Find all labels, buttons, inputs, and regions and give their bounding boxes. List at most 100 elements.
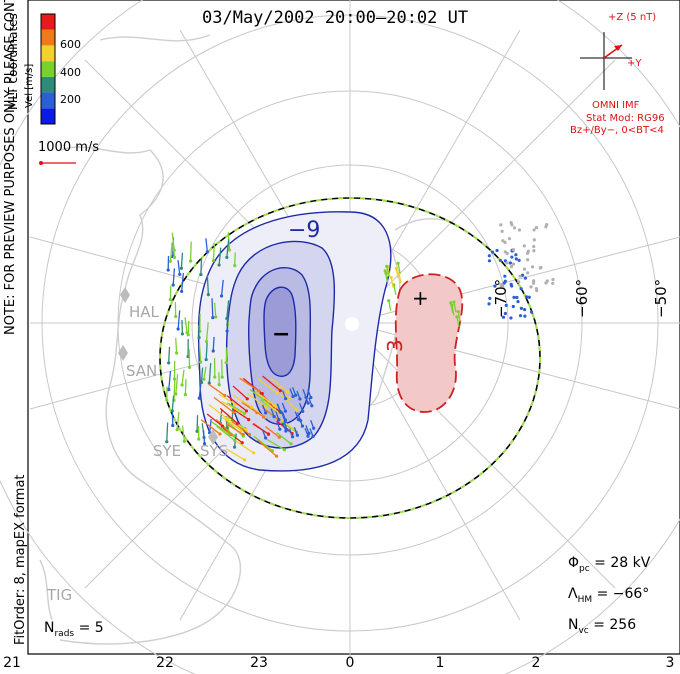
velocity-vector — [236, 440, 255, 454]
grey-data-point — [544, 225, 548, 229]
velocity-vector-origin — [225, 329, 229, 333]
velocity-vector-origin — [278, 389, 282, 393]
velocity-vector — [222, 416, 242, 431]
velocity-point — [529, 310, 534, 314]
velocity-point — [522, 308, 527, 312]
velocity-point — [515, 295, 519, 300]
nrads-subscript: rads — [54, 628, 75, 639]
phi-subscript: pc — [579, 563, 590, 574]
velocity-vector — [276, 432, 292, 445]
stat-model-conditions: Bz+/By−, 0<BT<4 — [570, 125, 664, 136]
velocity-vector — [175, 338, 178, 354]
velocity-vector-origin — [387, 299, 391, 303]
plot-frame — [27, 0, 680, 655]
grey-data-point — [507, 237, 512, 241]
vector-legend-arrow — [39, 161, 76, 165]
velocity-vector-origin — [310, 404, 314, 408]
velocity-vector — [225, 347, 228, 363]
grey-data-point — [551, 277, 555, 282]
velocity-vector-origin — [456, 309, 460, 314]
velocity-vector-origin — [211, 258, 215, 263]
velocity-vector — [205, 322, 209, 342]
velocity-vector-origin — [187, 365, 192, 369]
velocity-vector-origin — [174, 392, 178, 396]
lambda-symbol: Λ — [568, 586, 578, 602]
velocity-vector — [253, 435, 273, 452]
velocity-vector — [257, 439, 277, 457]
velocity-vector — [232, 385, 248, 400]
grey-data-point — [532, 238, 536, 242]
velocity-vector-origin — [243, 411, 247, 416]
velocity-vector — [200, 257, 203, 275]
grey-data-point — [503, 250, 507, 254]
velocity-vector — [221, 400, 241, 413]
velocity-vector — [397, 263, 401, 274]
velocity-vector — [171, 232, 175, 251]
velocity-vector-origin — [296, 418, 300, 422]
velocity-vector — [213, 302, 217, 318]
velocity-vector-origin — [183, 392, 187, 397]
nrads-value: = 5 — [78, 620, 104, 636]
pole-marker — [345, 317, 359, 331]
velocity-vector — [280, 394, 298, 411]
velocity-vector-origin — [202, 377, 206, 381]
velocity-vector — [221, 359, 223, 378]
imf-source: OMNI IMF — [592, 100, 640, 111]
velocity-vector — [203, 366, 207, 380]
velocity-vector — [205, 238, 208, 252]
velocity-vector — [212, 243, 216, 261]
heppner-maynard-boundary-dash — [159, 197, 541, 519]
grey-data-point — [532, 279, 536, 283]
velocity-vector — [216, 425, 236, 441]
velocity-vector-origin — [304, 395, 308, 399]
velocity-point — [514, 253, 518, 257]
grey-data-point — [532, 244, 536, 249]
imf-dial — [580, 32, 632, 90]
velocity-vector-origin — [284, 429, 288, 433]
phi-value: = 28 kV — [594, 555, 651, 571]
velocity-vector — [206, 275, 210, 295]
velocity-vector-origin — [175, 427, 179, 432]
mlt-label-2: 2 — [531, 655, 541, 671]
velocity-vector — [398, 273, 402, 284]
velocity-vector — [260, 394, 277, 408]
velocity-vector-origin — [385, 264, 389, 268]
velocity-vector-origin — [233, 263, 237, 268]
velocity-vector-origin — [290, 435, 295, 439]
velocity-vector-origin — [171, 423, 175, 428]
grey-data-point — [518, 274, 522, 278]
velocity-vector-origin — [225, 316, 229, 321]
pos-sign: + — [412, 286, 429, 310]
velocity-vector — [184, 317, 188, 333]
velocity-point — [504, 303, 508, 308]
color-scale-segment — [41, 45, 55, 62]
velocity-vector-origin — [165, 398, 169, 402]
velocity-vector-origin — [287, 396, 291, 401]
velocity-point — [510, 284, 514, 288]
nvc-symbol: N — [568, 617, 579, 633]
grey-data-point — [511, 248, 515, 252]
velocity-vector — [211, 298, 214, 318]
velocity-vector-origin — [176, 327, 180, 331]
velocity-vector-origin — [174, 314, 178, 319]
velocity-point — [511, 304, 515, 309]
velocity-vector-origin — [223, 393, 227, 398]
velocity-vector — [197, 324, 200, 338]
fit-note: FitOrder: 8, mapEX format — [13, 474, 28, 645]
velocity-vector — [177, 260, 181, 275]
velocity-vector-origin — [306, 434, 310, 438]
velocity-vector-origin — [455, 315, 459, 319]
velocity-vector-origin — [180, 383, 184, 387]
velocity-vector — [249, 388, 269, 404]
velocity-vector — [172, 268, 176, 286]
hmb-latitude: ΛHM = −66° — [568, 586, 649, 605]
pos-contour-label: 3 — [383, 339, 407, 352]
velocity-vector — [196, 415, 199, 432]
station-sys: SYS — [200, 442, 229, 460]
velocity-point — [508, 261, 512, 265]
velocity-vector-origin — [227, 248, 232, 252]
velocity-vector-origin — [202, 442, 207, 446]
velocity-vector-origin — [240, 441, 244, 445]
velocity-vector-origin — [301, 409, 305, 413]
